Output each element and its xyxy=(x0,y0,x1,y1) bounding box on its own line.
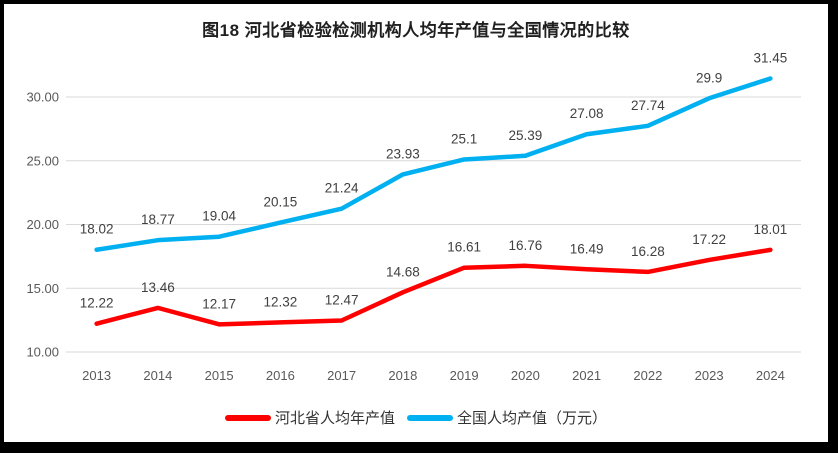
legend: 河北省人均年产值 全国人均产值（万元） xyxy=(4,407,828,428)
data-label: 13.46 xyxy=(141,280,175,295)
data-label: 16.28 xyxy=(631,244,665,259)
data-label: 27.08 xyxy=(570,106,604,121)
legend-item-hebei: 河北省人均年产值 xyxy=(224,407,395,428)
x-axis-tick-label: 2016 xyxy=(266,368,295,383)
x-axis-tick-label: 2020 xyxy=(511,368,540,383)
x-axis-tick-label: 2019 xyxy=(450,368,479,383)
data-label: 12.47 xyxy=(325,293,359,308)
data-label: 31.45 xyxy=(753,51,787,66)
x-axis-tick-label: 2017 xyxy=(327,368,356,383)
legend-label: 全国人均产值（万元） xyxy=(457,410,608,427)
data-label: 23.93 xyxy=(386,146,420,161)
data-label: 18.01 xyxy=(753,222,787,237)
y-axis-tick-label: 25.00 xyxy=(26,153,59,168)
legend-item-national: 全国人均产值（万元） xyxy=(407,407,607,428)
x-axis-tick-label: 2023 xyxy=(695,368,724,383)
x-axis-tick-label: 2018 xyxy=(388,368,417,383)
data-label: 16.61 xyxy=(447,240,481,255)
legend-swatch xyxy=(407,414,453,421)
series-line-national xyxy=(94,76,773,252)
x-axis-tick-label: 2014 xyxy=(143,368,172,383)
chart-title: 图18 河北省检验检测机构人均年产值与全国情况的比较 xyxy=(202,21,630,40)
x-axis-tick-label: 2021 xyxy=(572,368,601,383)
x-axis-tick-label: 2024 xyxy=(756,368,785,383)
data-label: 14.68 xyxy=(386,264,420,279)
data-label: 18.02 xyxy=(80,222,114,237)
legend-swatch xyxy=(224,414,271,421)
x-axis-tick-label: 2013 xyxy=(82,368,111,383)
data-label: 20.15 xyxy=(263,195,297,210)
data-label: 21.24 xyxy=(325,181,359,196)
data-label: 16.76 xyxy=(508,238,542,253)
data-label: 18.77 xyxy=(141,212,175,227)
data-label: 12.32 xyxy=(263,294,297,309)
series-line-hebei xyxy=(94,247,773,327)
chart-canvas: 10.00 15.00 20.00 25.00 30.00 2013 2014 2015 201… xyxy=(26,51,801,383)
data-label: 25.1 xyxy=(451,131,477,146)
x-axis-tick-label: 2022 xyxy=(633,368,662,383)
data-label: 29.9 xyxy=(696,70,722,85)
x-axis-tick-label: 2015 xyxy=(205,368,234,383)
data-label: 27.74 xyxy=(631,98,665,113)
data-label: 12.22 xyxy=(80,296,114,311)
data-label: 25.39 xyxy=(508,128,542,143)
y-axis-tick-label: 15.00 xyxy=(26,281,59,296)
data-label: 17.22 xyxy=(692,232,726,247)
y-axis-tick-label: 30.00 xyxy=(26,90,59,105)
data-label: 19.04 xyxy=(202,209,236,224)
y-axis-tick-label: 20.00 xyxy=(26,217,59,232)
y-axis-tick-label: 10.00 xyxy=(26,345,59,360)
legend-label: 河北省人均年产值 xyxy=(274,410,395,427)
data-label: 12.17 xyxy=(202,296,236,311)
data-label: 16.49 xyxy=(570,241,604,256)
